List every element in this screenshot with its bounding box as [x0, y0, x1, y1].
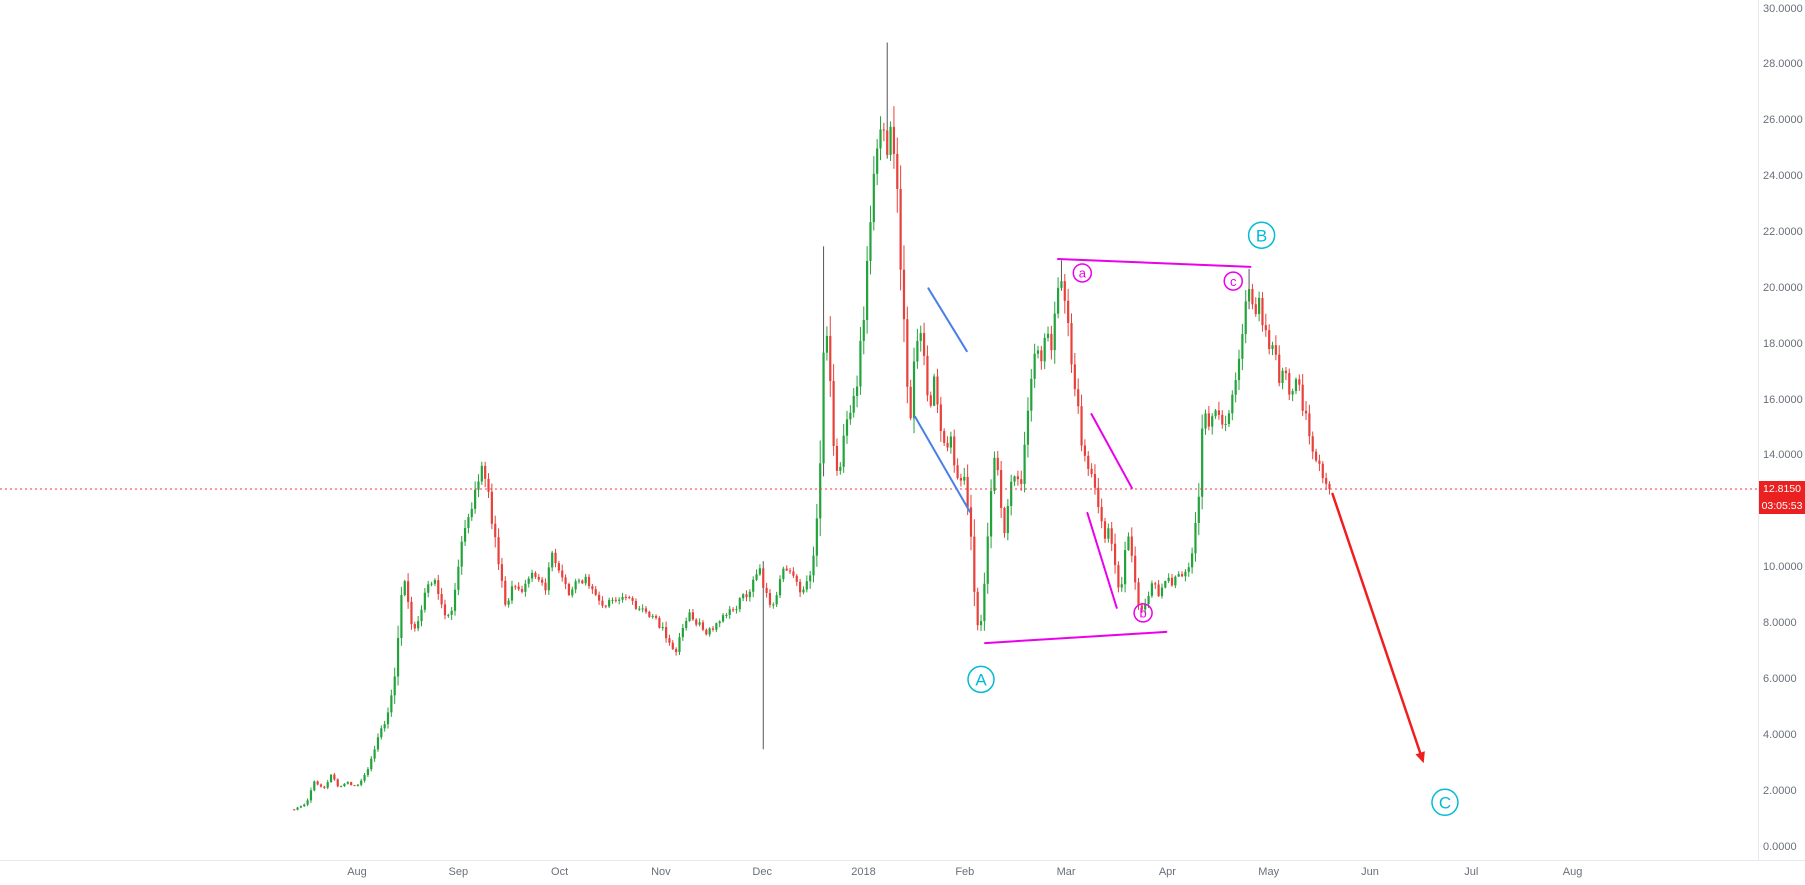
- time-axis-label: Jul: [1464, 866, 1479, 878]
- price-axis-label: 8.0000: [1763, 617, 1797, 630]
- wave-label-A[interactable]: A: [967, 665, 995, 694]
- price-axis-label: 22.0000: [1763, 225, 1803, 238]
- svg-text:A: A: [975, 671, 987, 690]
- price-axis-label: 4.0000: [1763, 728, 1797, 741]
- candle-countdown-tag: 03:05:53: [1759, 498, 1805, 515]
- time-axis-label: 2018: [851, 866, 876, 878]
- time-axis-label: Apr: [1158, 866, 1176, 878]
- time-axis-label: May: [1258, 866, 1280, 878]
- price-axis-label: 16.0000: [1763, 393, 1803, 406]
- svg-text:C: C: [1439, 793, 1451, 812]
- time-axis-label: Mar: [1056, 866, 1076, 878]
- time-axis-label: Oct: [551, 866, 569, 878]
- time-axis-label: Jun: [1361, 866, 1379, 878]
- wave-label-C[interactable]: C: [1431, 788, 1459, 817]
- time-axis-label: Aug: [347, 866, 367, 878]
- price-axis-label: 30.0000: [1763, 2, 1803, 15]
- price-axis-label: 28.0000: [1763, 58, 1803, 71]
- price-axis-label: 24.0000: [1763, 170, 1803, 183]
- trend-line[interactable]: [1086, 511, 1118, 609]
- trend-line[interactable]: [1056, 258, 1252, 268]
- svg-text:B: B: [1256, 226, 1267, 245]
- forecast-arrow[interactable]: [1331, 492, 1425, 764]
- price-axis[interactable]: 0.0000 2.0000 4.0000 6.0000 8.0000 10.0000 12.…: [1758, 0, 1805, 860]
- time-axis[interactable]: Aug Sep Oct Nov Dec 2018 Feb Mar Apr May Jun Jul Aug: [0, 860, 1805, 885]
- svg-text:a: a: [1079, 266, 1087, 281]
- wave-label-c[interactable]: c: [1223, 271, 1243, 291]
- wave-label-a[interactable]: a: [1072, 263, 1093, 283]
- time-axis-label: Feb: [955, 866, 975, 878]
- price-axis-label: 6.0000: [1763, 672, 1797, 685]
- price-axis-label: 2.0000: [1763, 784, 1797, 797]
- price-axis-label: 0.0000: [1763, 840, 1797, 853]
- time-axis-label: Sep: [448, 866, 469, 878]
- time-axis-label: Dec: [752, 866, 772, 878]
- price-axis-label: 20.0000: [1763, 281, 1803, 294]
- time-axis-label: Nov: [651, 866, 671, 878]
- trend-line[interactable]: [914, 415, 971, 513]
- price-axis-label: 10.0000: [1763, 561, 1803, 574]
- candles-layer: [293, 42, 1331, 811]
- last-price-tag: 12.8150: [1759, 480, 1805, 498]
- svg-text:b: b: [1139, 606, 1146, 621]
- price-axis-label: 14.0000: [1763, 449, 1803, 462]
- svg-text:c: c: [1230, 274, 1237, 289]
- price-axis-label: 26.0000: [1763, 114, 1803, 127]
- price-axis-label: 18.0000: [1763, 337, 1803, 350]
- wave-label-B[interactable]: B: [1247, 221, 1276, 250]
- trend-line[interactable]: [927, 287, 968, 353]
- trend-line[interactable]: [1090, 413, 1133, 490]
- trend-line[interactable]: [984, 630, 1168, 645]
- wave-label-b[interactable]: b: [1133, 603, 1153, 623]
- time-axis-label: Aug: [1562, 866, 1583, 878]
